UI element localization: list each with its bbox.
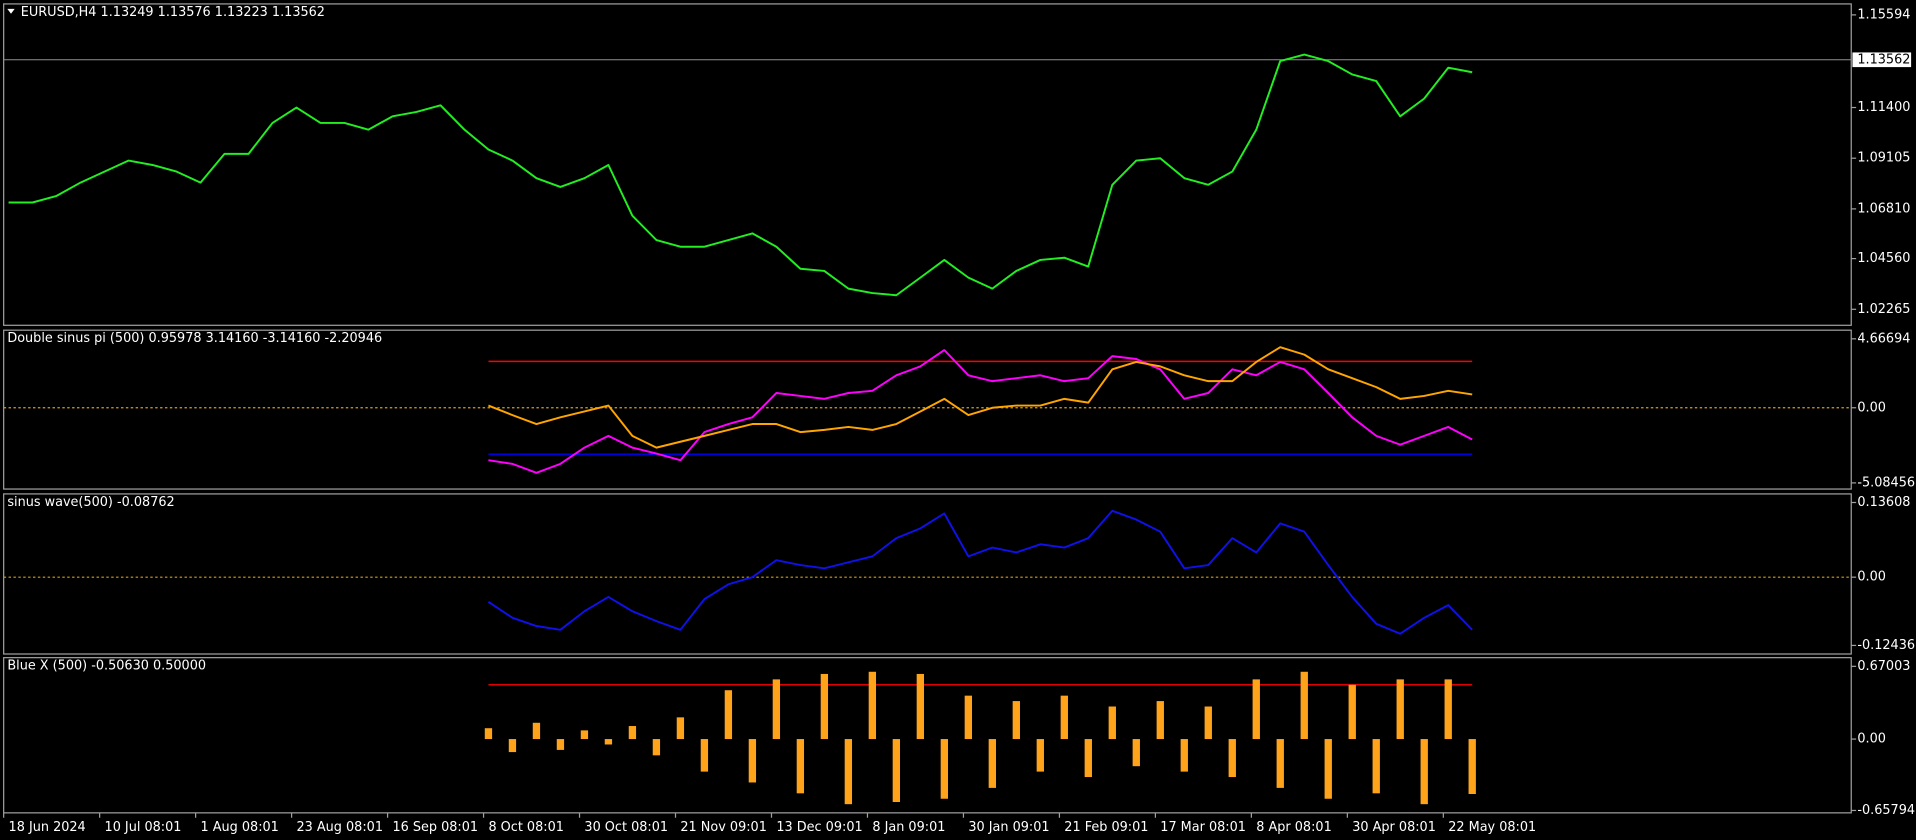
bar: [1204, 706, 1212, 740]
bar: [1252, 679, 1260, 740]
bar: [508, 739, 517, 753]
bar: [580, 730, 589, 740]
last-price-box: [1852, 52, 1912, 68]
bar: [1372, 739, 1380, 794]
bar: [1444, 679, 1452, 740]
bar: [1420, 739, 1428, 805]
panel-frame: [3, 329, 1852, 490]
series-line: [488, 346, 1473, 449]
x-tick-label: 8 Apr 08:01: [1256, 820, 1331, 835]
x-tick-label: 17 Mar 08:01: [1160, 820, 1246, 835]
bar: [988, 739, 996, 788]
series-line: [8, 53, 1473, 297]
bar: [1108, 706, 1116, 740]
y-tick-label: 1.06810: [1857, 201, 1910, 216]
bar: [1468, 739, 1476, 795]
x-tick-label: 8 Jan 09:01: [872, 820, 945, 835]
y-tick-label: 1.04560: [1857, 251, 1910, 266]
bar: [916, 673, 925, 740]
panel-title: Double sinus pi (500) 0.95978 3.14160 -3…: [7, 331, 382, 346]
bar: [484, 728, 493, 740]
x-tick-label: 22 May 08:01: [1448, 820, 1536, 835]
panel-title: EURUSD,H4 1.13249 1.13576 1.13223 1.1356…: [21, 5, 325, 20]
bar: [532, 722, 541, 740]
panel-frame: [3, 493, 1852, 655]
x-tick-label: 30 Apr 08:01: [1352, 820, 1436, 835]
y-tick-label: -0.12436: [1857, 638, 1915, 653]
x-tick-label: 21 Feb 09:01: [1064, 820, 1148, 835]
bar: [820, 673, 829, 740]
panel-title: Blue X (500) -0.50630 0.50000: [7, 659, 206, 674]
x-tick-label: 30 Jan 09:01: [968, 820, 1049, 835]
x-tick-label: 8 Oct 08:01: [488, 820, 563, 835]
menu-arrow: [7, 8, 15, 14]
bar: [844, 739, 853, 805]
bar: [1228, 739, 1236, 778]
bar: [1060, 695, 1068, 740]
bar: [556, 739, 565, 750]
y-tick-label: 1.11400: [1857, 100, 1910, 115]
bar: [1084, 739, 1092, 778]
y-tick-label: -5.08456: [1857, 475, 1915, 490]
y-tick-label: 4.66694: [1857, 331, 1910, 346]
x-tick-label: 21 Nov 09:01: [680, 820, 766, 835]
bar: [1348, 684, 1356, 740]
y-tick-label: 1.02265: [1857, 302, 1910, 317]
panel-frame: [3, 657, 1852, 814]
series-line: [488, 349, 1473, 474]
bar: [1012, 701, 1020, 740]
bar: [964, 695, 972, 740]
bar: [796, 739, 805, 794]
x-tick-label: 18 Jun 2024: [9, 820, 86, 835]
bar: [892, 739, 901, 803]
x-tick-label: 23 Aug 08:01: [296, 820, 383, 835]
x-tick-label: 16 Sep 08:01: [392, 820, 478, 835]
x-tick-label: 1 Aug 08:01: [201, 820, 279, 835]
y-tick-label: 0.00: [1857, 570, 1886, 585]
bar: [724, 690, 733, 740]
bar: [1156, 701, 1164, 740]
bar: [1276, 739, 1284, 788]
y-tick-label: 1.09105: [1857, 151, 1910, 166]
bar: [1300, 671, 1308, 740]
y-tick-label: 0.00: [1857, 400, 1886, 415]
x-tick-label: 13 Dec 09:01: [776, 820, 862, 835]
panel-frame: [3, 3, 1852, 326]
bar: [772, 679, 781, 740]
series-line: [487, 509, 1473, 635]
bar: [1180, 739, 1188, 772]
y-tick-label: 0.00: [1857, 732, 1886, 747]
x-tick-label: 10 Jul 08:01: [105, 820, 182, 835]
bar: [940, 739, 949, 799]
last-price-label: 1.13562: [1857, 52, 1910, 67]
x-tick-label: 30 Oct 08:01: [584, 820, 668, 835]
y-tick-label: 0.67003: [1857, 659, 1910, 674]
bar: [1132, 739, 1140, 767]
bar: [1396, 679, 1404, 740]
y-tick-label: -0.65794: [1857, 803, 1915, 818]
y-tick-label: 1.15594: [1857, 7, 1910, 22]
panel-title: sinus wave(500) -0.08762: [7, 495, 174, 510]
bar: [652, 739, 661, 756]
bar: [676, 717, 685, 740]
bar: [700, 739, 709, 772]
bar: [868, 671, 877, 740]
y-tick-label: 0.13608: [1857, 495, 1910, 510]
bar: [1324, 739, 1332, 799]
bar: [748, 739, 757, 783]
bar: [628, 726, 637, 740]
bar: [604, 739, 613, 745]
bar: [1036, 739, 1044, 772]
